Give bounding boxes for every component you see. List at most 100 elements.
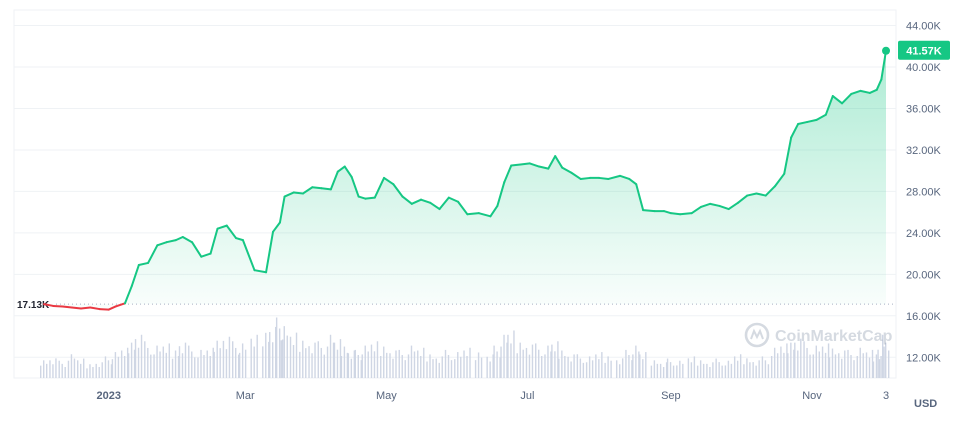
price-line-segment (216, 224, 228, 230)
volume-bar (806, 347, 808, 378)
volume-bar (123, 356, 126, 378)
price-line-segment (783, 136, 793, 175)
volume-bar (853, 360, 855, 378)
volume-bar (353, 350, 356, 378)
price-line-segment (357, 195, 367, 200)
price-area-fill (44, 50, 886, 310)
volume-bar (621, 358, 624, 378)
volume-bar (275, 326, 277, 378)
volume-bar (165, 352, 167, 378)
volume-bar (219, 348, 221, 378)
volume-bar (601, 352, 603, 378)
volume-bar (659, 363, 662, 378)
volume-bar (800, 338, 802, 378)
volume-bar (466, 356, 468, 378)
volume-bar (554, 351, 556, 378)
price-line-segment (831, 95, 844, 105)
volume-bar (238, 352, 241, 378)
volume-bar (89, 364, 91, 378)
volume-bar (354, 349, 356, 378)
volume-bar (676, 365, 678, 378)
price-line-segment (496, 181, 506, 207)
volume-bar (528, 354, 531, 378)
volume-bar (567, 356, 569, 378)
volume-bar (438, 362, 440, 378)
price-line-segment (156, 241, 168, 247)
volume-bar (253, 346, 255, 378)
y-tick-label: 40.00K (906, 62, 942, 74)
price-line-segment (746, 192, 758, 197)
price-line-segment (538, 165, 550, 170)
volume-bar (58, 360, 60, 378)
volume-bar (736, 360, 739, 378)
volume-bar (712, 362, 714, 378)
volume-bar (828, 357, 831, 378)
y-tick-label: 20.00K (906, 269, 942, 281)
volume-bar (386, 352, 388, 378)
volume-bar (724, 365, 727, 378)
price-line-segment (709, 202, 721, 207)
volume-bar (821, 346, 824, 378)
price-line-segment (736, 194, 749, 204)
volume-bar (159, 351, 161, 378)
volume-bar (883, 346, 885, 378)
volume-bar (410, 345, 413, 378)
price-line-segment (429, 201, 441, 211)
volume-bar (98, 367, 100, 378)
volume-bar (43, 360, 45, 378)
price-line-segment (98, 308, 110, 311)
volume-bar (383, 346, 385, 378)
price-line-segment (554, 155, 564, 169)
volume-bar (844, 350, 846, 378)
volume-bar (693, 356, 696, 378)
volume-bar (86, 368, 88, 378)
volume-bar (332, 342, 335, 378)
volume-bar (212, 347, 214, 378)
price-line[interactable] (43, 46, 890, 311)
volume-bar (773, 347, 776, 378)
volume-bar (347, 353, 350, 378)
volume-bar (367, 351, 369, 378)
volume-bar (326, 346, 329, 378)
volume-bar (656, 363, 659, 378)
baseline: 17.13K (17, 300, 896, 311)
volume-bar (133, 349, 136, 378)
volume-bar (628, 355, 630, 378)
volume-bar (401, 355, 403, 378)
volume-bar (302, 340, 304, 378)
coinmarketcap-logo-icon (744, 322, 770, 348)
price-line-segment (579, 176, 591, 180)
volume-bar (435, 358, 437, 378)
volume-bar (178, 346, 181, 378)
volume-bar (373, 351, 376, 378)
volume-bar (690, 362, 693, 378)
plot-frame (13, 9, 897, 379)
volume-bar (818, 351, 821, 378)
volume-bar (669, 362, 672, 378)
volume-bar (880, 356, 882, 378)
volume-bar (588, 356, 591, 378)
volume-bar (868, 357, 871, 378)
volume-bar (702, 363, 705, 378)
volume-bar (256, 334, 258, 378)
y-tick-label: 16.00K (906, 311, 942, 323)
price-line-segment (278, 195, 286, 224)
volume-bar (209, 356, 211, 378)
volume-bar (104, 356, 107, 378)
price-line-segment (302, 186, 314, 195)
volume-bar (582, 362, 585, 378)
volume-bar (576, 354, 579, 378)
price-line-segment (618, 174, 631, 180)
volume-bar (447, 355, 450, 378)
volume-bar (618, 364, 621, 378)
coinmarketcap-logo-wave (750, 328, 764, 340)
volume-bar (767, 364, 770, 378)
volume-bar (474, 360, 477, 378)
price-line-segment (815, 113, 827, 121)
volume-bar (213, 351, 215, 378)
volume-bar (343, 346, 346, 378)
y-tick-label: 44.00K (906, 21, 942, 33)
volume-bar (834, 354, 837, 378)
